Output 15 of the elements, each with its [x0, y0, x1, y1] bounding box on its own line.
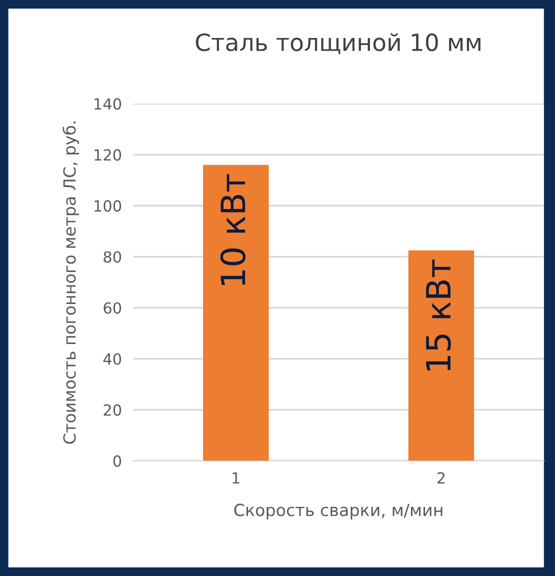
- y-tick-label: 60: [104, 302, 122, 314]
- x-axis-title: Скорость сварки, м/мин: [234, 504, 442, 520]
- y-axis-title: Стоимость погонного метра ЛС, руб.: [62, 122, 80, 444]
- y-tick-label: 140: [94, 98, 122, 110]
- y-tick-label: 100: [94, 200, 122, 212]
- y-tick-label: 80: [104, 251, 122, 263]
- x-tick-label: 2: [437, 472, 445, 484]
- y-tick-label: 40: [103, 353, 122, 365]
- annotation: 15 кВт: [426, 260, 451, 370]
- y-tick-label: 120: [94, 149, 122, 161]
- x-tick-label: 1: [232, 472, 240, 484]
- y-tick-label: 0: [113, 455, 122, 467]
- y-tick-label: 20: [104, 404, 122, 416]
- annotation: 10 кВт: [220, 174, 246, 286]
- chart-title: Сталь толщиной 10 мм: [196, 33, 480, 54]
